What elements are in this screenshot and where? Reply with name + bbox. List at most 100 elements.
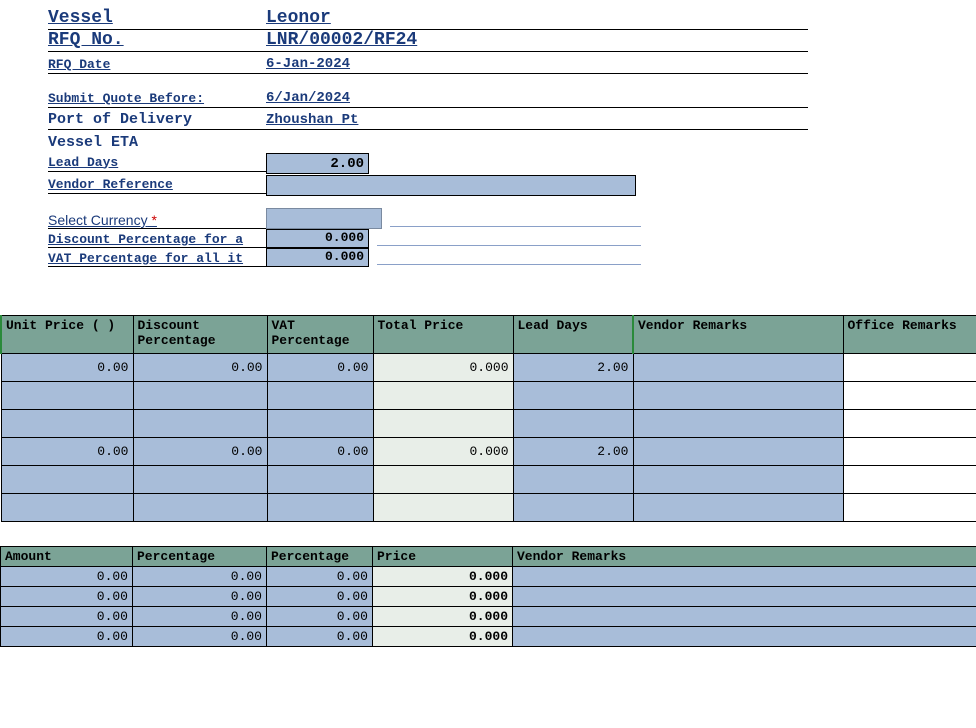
port-label: Port of Delivery — [48, 111, 266, 129]
cell-lead[interactable]: 2.00 — [513, 438, 633, 466]
cell-disc[interactable]: 0.00 — [133, 438, 267, 466]
cell-total — [373, 410, 513, 438]
cell-p1[interactable]: 0.00 — [133, 627, 267, 647]
col-vendor-remarks-2: Vendor Remarks — [513, 547, 976, 567]
cell-amount[interactable]: 0.00 — [1, 567, 133, 587]
cell-price: 0.000 — [373, 587, 513, 607]
cell-unit[interactable] — [1, 494, 133, 522]
cell-disc[interactable] — [133, 494, 267, 522]
col-vat: VAT Percentage — [267, 316, 373, 354]
required-asterisk: * — [151, 212, 156, 228]
col-price: Price — [373, 547, 513, 567]
cell-p2[interactable]: 0.00 — [267, 587, 373, 607]
cell-disc[interactable] — [133, 466, 267, 494]
cell-vr[interactable] — [633, 494, 843, 522]
items-header-row: Unit Price ( ) Discount Percentage VAT P… — [1, 316, 976, 354]
table-row: 0.000.000.000.0002.00 — [1, 438, 976, 466]
cell-disc[interactable] — [133, 382, 267, 410]
vendorref-label: Vendor Reference — [48, 177, 266, 194]
summary-header-row: Amount Percentage Percentage Price Vendo… — [1, 547, 976, 567]
cell-or — [843, 382, 976, 410]
table-row: 0.000.000.000.000 — [1, 567, 976, 587]
cell-vr[interactable] — [633, 354, 843, 382]
cell-or — [843, 410, 976, 438]
cell-price: 0.000 — [373, 627, 513, 647]
table-row — [1, 494, 976, 522]
rfqno-label: RFQ No. — [48, 30, 266, 51]
vendorref-row: Vendor Reference — [48, 174, 808, 196]
submit-before-value: 6/Jan/2024 — [266, 90, 350, 107]
col-unit-price: Unit Price ( ) — [1, 316, 133, 354]
cell-vr[interactable] — [633, 466, 843, 494]
table-row: 0.000.000.000.000 — [1, 627, 976, 647]
cell-vat[interactable] — [267, 494, 373, 522]
discount-row: Discount Percentage for a 0.000 — [48, 229, 641, 248]
cell-vat[interactable]: 0.00 — [267, 438, 373, 466]
cell-total: 0.000 — [373, 438, 513, 466]
cell-lead[interactable] — [513, 382, 633, 410]
cell-vat[interactable] — [267, 410, 373, 438]
cell-unit[interactable] — [1, 382, 133, 410]
cell-vat[interactable] — [267, 382, 373, 410]
leaddays-label: Lead Days — [48, 155, 266, 172]
cell-vr[interactable] — [633, 410, 843, 438]
cell-or — [843, 466, 976, 494]
cell-total: 0.000 — [373, 354, 513, 382]
cell-amount[interactable]: 0.00 — [1, 607, 133, 627]
col-office-remarks: Office Remarks — [843, 316, 976, 354]
cell-p1[interactable]: 0.00 — [133, 567, 267, 587]
cell-unit[interactable]: 0.00 — [1, 438, 133, 466]
rfqno-row: RFQ No. LNR/00002/RF24 — [48, 30, 808, 52]
cell-lead[interactable]: 2.00 — [513, 354, 633, 382]
cell-lead[interactable] — [513, 466, 633, 494]
cell-unit[interactable]: 0.00 — [1, 354, 133, 382]
table-row: 0.000.000.000.000 — [1, 607, 976, 627]
submit-before-row: Submit Quote Before: 6/Jan/2024 — [48, 86, 808, 108]
cell-lead[interactable] — [513, 410, 633, 438]
table-row: 0.000.000.000.000 — [1, 587, 976, 607]
cell-amount[interactable]: 0.00 — [1, 587, 133, 607]
currency-select[interactable] — [266, 208, 382, 229]
cell-p1[interactable]: 0.00 — [133, 607, 267, 627]
cell-vr[interactable] — [513, 627, 976, 647]
col-discount: Discount Percentage — [133, 316, 267, 354]
cell-p2[interactable]: 0.00 — [267, 607, 373, 627]
cell-vr[interactable] — [513, 607, 976, 627]
cell-disc[interactable]: 0.00 — [133, 354, 267, 382]
eta-label: Vessel ETA — [48, 134, 266, 152]
table-row — [1, 410, 976, 438]
discount-label: Discount Percentage for a — [48, 232, 266, 248]
col-total: Total Price — [373, 316, 513, 354]
cell-vr[interactable] — [513, 567, 976, 587]
col-pct1: Percentage — [133, 547, 267, 567]
cell-unit[interactable] — [1, 466, 133, 494]
cell-p2[interactable]: 0.00 — [267, 567, 373, 587]
cell-unit[interactable] — [1, 410, 133, 438]
cell-disc[interactable] — [133, 410, 267, 438]
cell-vat[interactable]: 0.00 — [267, 354, 373, 382]
rfqdate-row: RFQ Date 6-Jan-2024 — [48, 52, 808, 74]
leaddays-input[interactable]: 2.00 — [266, 153, 369, 174]
rfqdate-label: RFQ Date — [48, 57, 266, 73]
cell-p2[interactable]: 0.00 — [267, 627, 373, 647]
cell-vr[interactable] — [633, 438, 843, 466]
summary-table: Amount Percentage Percentage Price Vendo… — [0, 546, 976, 647]
items-table: Unit Price ( ) Discount Percentage VAT P… — [0, 315, 976, 522]
vendorref-input[interactable] — [266, 175, 636, 196]
discount-input[interactable]: 0.000 — [266, 229, 369, 248]
port-value: Zhoushan Pt — [266, 112, 358, 129]
leaddays-row: Lead Days 2.00 — [48, 152, 808, 174]
rfqno-value: LNR/00002/RF24 — [266, 30, 417, 51]
cell-amount[interactable]: 0.00 — [1, 627, 133, 647]
eta-row: Vessel ETA — [48, 130, 808, 152]
vat-row: VAT Percentage for all it 0.000 — [48, 248, 641, 267]
vessel-row: Vessel Leonor — [48, 8, 808, 30]
cell-vr[interactable] — [633, 382, 843, 410]
cell-vat[interactable] — [267, 466, 373, 494]
cell-vr[interactable] — [513, 587, 976, 607]
currency-label: Select Currency * — [48, 212, 266, 229]
cell-lead[interactable] — [513, 494, 633, 522]
cell-price: 0.000 — [373, 567, 513, 587]
cell-p1[interactable]: 0.00 — [133, 587, 267, 607]
vat-input[interactable]: 0.000 — [266, 248, 369, 267]
